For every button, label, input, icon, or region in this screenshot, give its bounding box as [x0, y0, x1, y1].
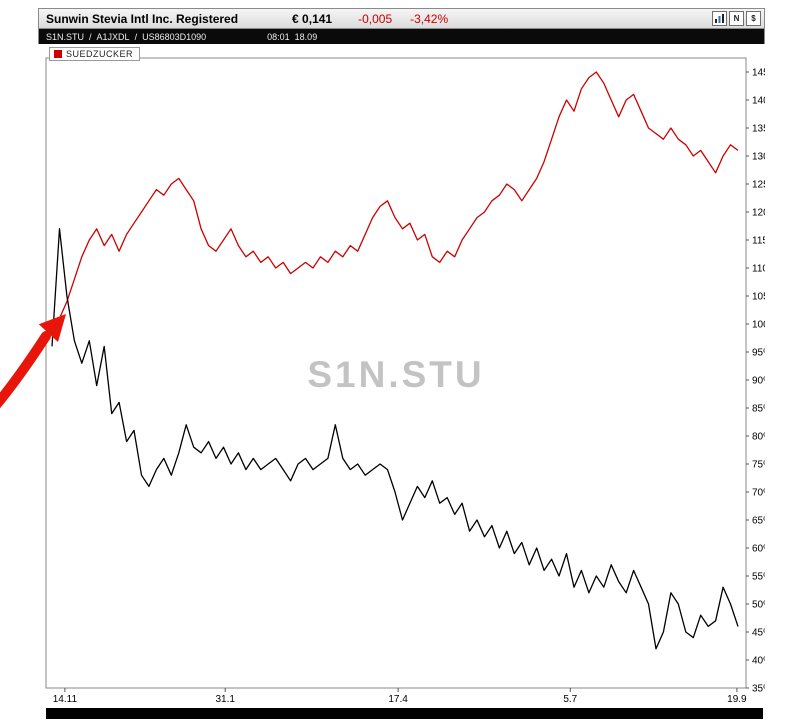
last-price: € 0,141	[292, 11, 333, 26]
y-tick-label: 120%	[752, 208, 765, 219]
y-tick-label: 70%	[752, 488, 765, 499]
chart-widget: Sunwin Stevia Intl Inc. Registered € 0,1…	[38, 8, 765, 719]
x-tick-label: 19.9	[727, 694, 747, 705]
watermark: S1N.STU	[307, 354, 485, 395]
titlebar-icons: N $	[712, 11, 761, 26]
y-tick-label: 145%	[752, 68, 765, 79]
wkn: A1JXDL	[96, 31, 130, 42]
change-absolute: -0,005	[358, 11, 393, 26]
legend: SUEDZUCKER	[49, 47, 141, 61]
chart-canvas[interactable]: 145% 140% 135% 130% 125% 120% 115% 110% 105% 100%…	[38, 44, 765, 706]
y-tick-label: 80%	[752, 432, 765, 443]
y-tick-label: 50%	[752, 600, 765, 611]
legend-label: SUEDZUCKER	[66, 49, 134, 59]
chart-area: S1N.STU 145% 140% 135% 130% 125% 120% 115% 110%…	[38, 44, 765, 706]
instrument-title: Sunwin Stevia Intl Inc. Registered	[46, 11, 239, 26]
ticker-symbol: S1N.STU	[46, 31, 85, 42]
y-tick-label: 85%	[752, 404, 765, 415]
arrow-head	[38, 314, 66, 342]
legend-swatch-red	[54, 50, 62, 58]
y-tick-label: 35%	[752, 684, 765, 695]
x-tick-label: 31.1	[215, 694, 235, 705]
y-tick-label: 135%	[752, 124, 765, 135]
y-tick-label: 100%	[752, 320, 765, 331]
quote-date: 18.09	[294, 31, 318, 42]
annotation-arrow	[0, 314, 66, 409]
news-icon[interactable]: N	[729, 11, 744, 26]
y-tick-label: 40%	[752, 656, 765, 667]
info-bar: S1N.STU / A1JXDL / US86803D1090 08:01 18…	[38, 29, 765, 44]
y-tick-label: 105%	[752, 292, 765, 303]
separator: /	[89, 31, 92, 42]
x-tick-label: 5.7	[563, 694, 577, 705]
y-tick-label: 75%	[752, 460, 765, 471]
y-tick-label: 55%	[752, 572, 765, 583]
x-tick-label: 17.4	[388, 694, 408, 705]
timeline-scrollbar[interactable]	[46, 708, 763, 719]
plot-border	[45, 57, 747, 689]
series-line-suedzucker	[51, 71, 739, 325]
bar-chart-icon[interactable]	[712, 11, 727, 26]
y-tick-label: 125%	[752, 180, 765, 191]
isin: US86803D1090	[142, 31, 207, 42]
bar-chart-glyph	[715, 14, 724, 23]
y-tick-label: 60%	[752, 544, 765, 555]
currency-icon[interactable]: $	[746, 11, 761, 26]
y-tick-label: 110%	[752, 264, 765, 275]
arrow-shaft	[0, 331, 51, 409]
change-percent: -3,42%	[410, 11, 449, 26]
y-tick-label: 65%	[752, 516, 765, 527]
series-line-s1n-stu	[51, 228, 739, 650]
y-tick-label: 90%	[752, 376, 765, 387]
y-tick-label: 95%	[752, 348, 765, 359]
y-tick-label: 115%	[752, 236, 765, 247]
separator: /	[134, 31, 138, 42]
y-tick-label: 45%	[752, 628, 765, 639]
quote-time: 08:01	[267, 31, 290, 42]
title-bar: Sunwin Stevia Intl Inc. Registered € 0,1…	[38, 8, 765, 29]
y-tick-label: 130%	[752, 152, 765, 163]
x-tick-label: 14.11	[53, 694, 78, 705]
y-tick-label: 140%	[752, 96, 765, 107]
